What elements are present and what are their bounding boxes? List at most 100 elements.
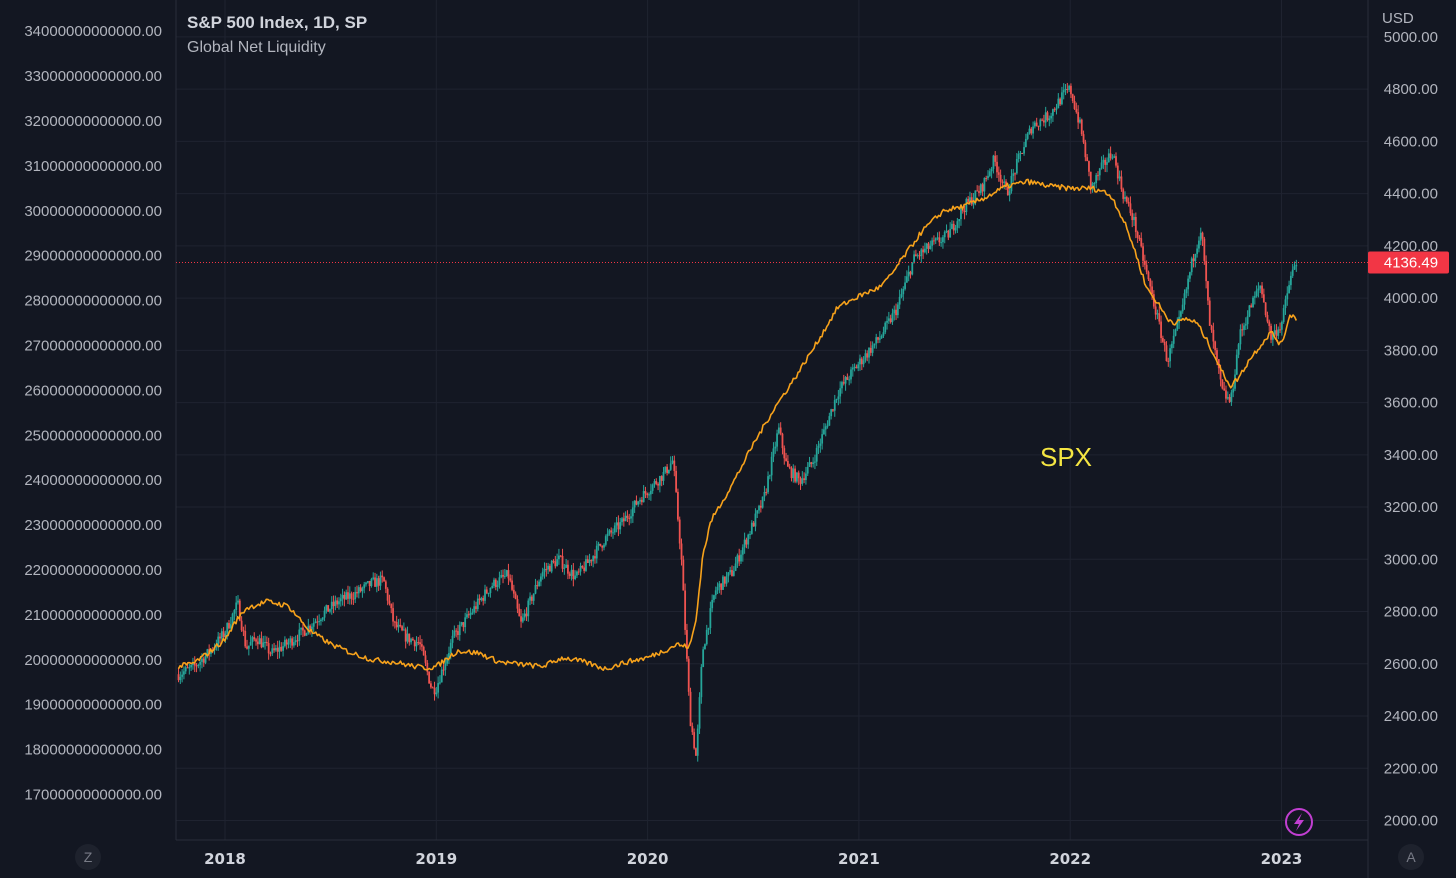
candle-body bbox=[848, 379, 851, 381]
candle-body bbox=[193, 662, 196, 666]
candle-body bbox=[404, 629, 407, 642]
left-tick-label: 22000000000000.00 bbox=[24, 562, 162, 579]
candle-body bbox=[1136, 232, 1139, 238]
candle-body bbox=[758, 505, 760, 511]
right-tick-label: 3000.00 bbox=[1384, 551, 1438, 568]
candle-body bbox=[992, 155, 995, 169]
candle-body bbox=[1161, 338, 1164, 342]
zoom-button[interactable]: Z bbox=[75, 844, 101, 870]
candle-body bbox=[943, 231, 946, 238]
candle-body bbox=[356, 592, 358, 594]
candle-body bbox=[550, 560, 553, 572]
candle-body bbox=[559, 555, 562, 557]
candle-body bbox=[482, 597, 485, 601]
candle-body bbox=[476, 598, 479, 610]
candle-body bbox=[633, 500, 636, 508]
candle-body bbox=[660, 476, 663, 481]
left-tick-label: 31000000000000.00 bbox=[24, 158, 162, 175]
candle-body bbox=[274, 647, 277, 651]
candle-body bbox=[384, 581, 387, 589]
candle-body bbox=[938, 237, 941, 243]
candle-body bbox=[871, 345, 874, 353]
candle-body bbox=[860, 358, 863, 365]
candle-body bbox=[183, 671, 185, 675]
candle-body bbox=[886, 320, 888, 323]
candle-body bbox=[255, 639, 257, 642]
candle-body bbox=[889, 318, 892, 323]
candle-body bbox=[421, 644, 423, 647]
lightning-icon[interactable] bbox=[1285, 808, 1313, 836]
candle-body bbox=[1057, 98, 1060, 109]
candle-body bbox=[300, 627, 303, 630]
candle-body bbox=[1021, 152, 1024, 154]
candle-body bbox=[303, 630, 306, 636]
candle-body bbox=[235, 602, 238, 611]
candle-body bbox=[1293, 266, 1296, 270]
candle-body bbox=[388, 600, 391, 604]
candle-body bbox=[249, 642, 252, 646]
legend-subtitle: Global Net Liquidity bbox=[187, 39, 326, 56]
candle-body bbox=[1052, 109, 1054, 116]
candle-body bbox=[691, 726, 694, 733]
candle-body bbox=[527, 600, 530, 617]
candle-body bbox=[1014, 173, 1016, 175]
candle-body bbox=[642, 491, 645, 503]
candle-body bbox=[608, 530, 611, 534]
candle-body bbox=[639, 499, 641, 502]
candle-body bbox=[561, 555, 564, 569]
candle-body bbox=[893, 309, 896, 314]
candle-body bbox=[954, 227, 957, 231]
candle-body bbox=[500, 574, 503, 578]
candle-body bbox=[693, 732, 696, 749]
candle-body bbox=[1091, 183, 1094, 188]
candle-body bbox=[361, 588, 364, 592]
candle-body bbox=[341, 594, 344, 599]
candle-body bbox=[644, 491, 647, 494]
candle-body bbox=[242, 630, 245, 632]
candle-body bbox=[868, 347, 870, 358]
candle-body bbox=[1261, 285, 1263, 295]
candle-body bbox=[922, 249, 924, 253]
candle-body bbox=[428, 671, 431, 684]
x-axis: 2018 2019 2020 2021 2022 2023 bbox=[204, 850, 1302, 868]
candle-body bbox=[610, 530, 613, 533]
candle-body bbox=[603, 544, 605, 548]
candle-body bbox=[649, 490, 652, 495]
candle-body bbox=[206, 649, 209, 656]
candle-body bbox=[1165, 345, 1168, 362]
candle-body bbox=[228, 623, 230, 629]
candle-body bbox=[1163, 341, 1166, 346]
left-tick-label: 23000000000000.00 bbox=[24, 517, 162, 534]
candle-body bbox=[1113, 156, 1116, 158]
candle-body bbox=[298, 629, 301, 641]
candle-body bbox=[318, 621, 321, 623]
candle-body bbox=[311, 626, 313, 630]
candle-body bbox=[999, 174, 1002, 182]
candle-body bbox=[877, 337, 879, 340]
legend-title: S&P 500 Index, 1D, SP bbox=[187, 13, 367, 32]
candle-body bbox=[612, 532, 614, 534]
candle-body bbox=[464, 617, 467, 628]
candle-body bbox=[357, 587, 360, 594]
candle-body bbox=[1250, 305, 1253, 308]
candle-body bbox=[402, 629, 405, 631]
candle-body bbox=[1151, 286, 1153, 295]
candle-body bbox=[1257, 288, 1260, 291]
candle-body bbox=[1017, 153, 1020, 159]
candle-body bbox=[898, 296, 901, 305]
candle-body bbox=[478, 598, 481, 601]
candle-body bbox=[433, 687, 436, 695]
candle-body bbox=[981, 184, 984, 192]
candle-body bbox=[370, 579, 373, 587]
candle-body bbox=[722, 576, 724, 590]
candle-body bbox=[833, 400, 836, 411]
candle-body bbox=[1156, 313, 1159, 315]
x-tick-label: 2021 bbox=[838, 850, 880, 868]
candle-body bbox=[1098, 168, 1101, 176]
candle-body bbox=[621, 518, 623, 523]
candle-body bbox=[617, 522, 620, 530]
auto-scale-button[interactable]: A bbox=[1398, 844, 1424, 870]
candle-body bbox=[471, 612, 474, 614]
candle-body bbox=[462, 622, 465, 628]
